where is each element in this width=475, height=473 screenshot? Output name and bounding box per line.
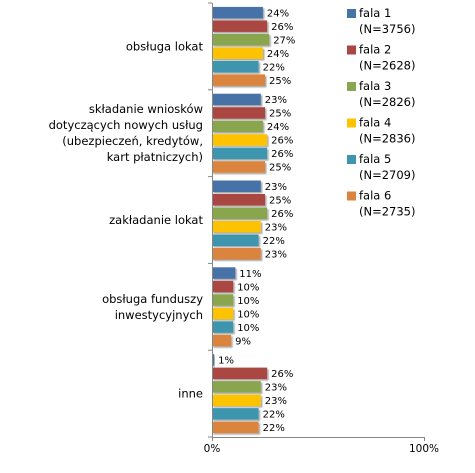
- bar-3-0: [212, 267, 236, 279]
- legend-n-0: (N=3756): [359, 22, 415, 36]
- bar-2-3: [212, 221, 261, 233]
- bar-1-5: [212, 161, 265, 173]
- bar-0-1: [212, 20, 268, 32]
- data-label-1-0: 23%: [265, 95, 287, 106]
- data-label-4-5: 22%: [263, 423, 285, 434]
- data-label-3-0: 11%: [239, 269, 261, 280]
- data-label-3-3: 10%: [237, 309, 259, 320]
- bar-3-1: [212, 280, 234, 293]
- legend-swatch-1: [347, 45, 356, 55]
- data-label-4-2: 23%: [265, 383, 287, 394]
- bar-0-2: [212, 33, 270, 46]
- data-label-2-4: 22%: [263, 236, 285, 247]
- data-label-4-1: 26%: [271, 369, 293, 380]
- bar-0-4: [212, 60, 259, 73]
- data-label-3-2: 10%: [237, 296, 259, 307]
- data-label-0-5: 25%: [269, 76, 291, 87]
- legend-name-5: fala 6: [359, 189, 391, 203]
- data-label-2-0: 23%: [265, 182, 287, 193]
- legend-swatch-2: [347, 82, 356, 91]
- data-label-1-4: 26%: [271, 149, 293, 160]
- bar-4-5: [212, 421, 259, 434]
- legend-swatch-5: [347, 191, 356, 201]
- bar-3-2: [212, 294, 234, 306]
- data-label-3-5: 9%: [235, 336, 251, 347]
- data-label-0-4: 22%: [263, 62, 285, 73]
- bar-3-3: [212, 307, 234, 320]
- axis-layer: obsługa lokat składanie wniosków dotyczący…: [49, 2, 439, 455]
- data-label-4-4: 22%: [263, 410, 285, 421]
- data-label-2-2: 26%: [271, 209, 293, 220]
- bar-1-0: [212, 93, 261, 106]
- legend-name-1: fala 2: [359, 43, 391, 57]
- category-label-4: inne: [178, 387, 203, 401]
- data-label-1-5: 25%: [269, 163, 291, 174]
- data-label-3-1: 10%: [237, 282, 259, 293]
- data-label-1-3: 26%: [271, 136, 293, 147]
- legend-n-5: (N=2735): [359, 205, 415, 219]
- data-label-4-0: 1%: [218, 356, 234, 367]
- bar-0-3: [212, 47, 263, 59]
- data-label-3-4: 10%: [237, 323, 259, 334]
- x-tick-label-1: 100%: [409, 443, 439, 455]
- data-label-2-3: 23%: [265, 223, 287, 234]
- bar-2-1: [212, 194, 265, 206]
- category-label-2: zakładanie lokat: [109, 213, 203, 227]
- bar-4-1: [212, 367, 268, 380]
- category-label-1: składanie wniosków dotyczących nowych usł…: [49, 102, 203, 164]
- data-label-0-0: 24%: [267, 8, 289, 19]
- bar-2-0: [212, 180, 261, 192]
- data-label-1-1: 25%: [269, 109, 291, 120]
- data-label-2-1: 25%: [269, 196, 291, 207]
- bar-4-2: [212, 381, 261, 393]
- legend-n-2: (N=2826): [359, 95, 415, 109]
- legend-name-4: fala 5: [359, 152, 391, 166]
- bar-4-3: [212, 394, 261, 407]
- bar-2-5: [212, 248, 261, 260]
- bar-2-4: [212, 234, 259, 246]
- data-label-1-2: 24%: [267, 122, 289, 133]
- bar-0-0: [212, 6, 263, 19]
- legend-n-1: (N=2628): [359, 59, 415, 73]
- x-tick-label-0: 0%: [204, 443, 221, 455]
- data-label-2-5: 23%: [265, 250, 287, 261]
- data-label-0-2: 27%: [273, 35, 295, 46]
- bar-1-2: [212, 120, 263, 133]
- legend-name-3: fala 4: [359, 116, 391, 130]
- bar-1-4: [212, 147, 268, 160]
- bar-4-4: [212, 408, 259, 420]
- data-label-4-3: 23%: [265, 396, 287, 407]
- legend-name-0: fala 1: [359, 6, 391, 20]
- legend-swatch-3: [347, 118, 356, 128]
- bar-0-5: [212, 74, 265, 86]
- bars-layer: 24% 26% 27% 24% 22% 25% 23% 25% 24% 26% 26% 25% 23% 2…: [212, 6, 295, 434]
- data-label-0-3: 24%: [267, 49, 289, 60]
- bar-4-0: [212, 354, 215, 366]
- legend-n-4: (N=2709): [359, 168, 415, 182]
- bar-3-4: [212, 321, 234, 333]
- bar-2-2: [212, 207, 268, 219]
- legend-swatch-0: [347, 9, 356, 18]
- legend-swatch-4: [347, 155, 356, 164]
- legend: fala 1 (N=3756) fala 2 (N=2628) fala 3 (N=282…: [347, 6, 415, 219]
- legend-name-2: fala 3: [359, 79, 391, 93]
- legend-n-3: (N=2836): [359, 132, 415, 146]
- data-label-0-1: 26%: [271, 22, 293, 33]
- bar-1-3: [212, 134, 268, 146]
- bar-1-1: [212, 107, 265, 119]
- category-label-3: obsługa funduszy inwestycyjnych: [102, 292, 203, 322]
- category-label-0: obsługa lokat: [126, 39, 204, 53]
- bar-3-5: [212, 334, 232, 347]
